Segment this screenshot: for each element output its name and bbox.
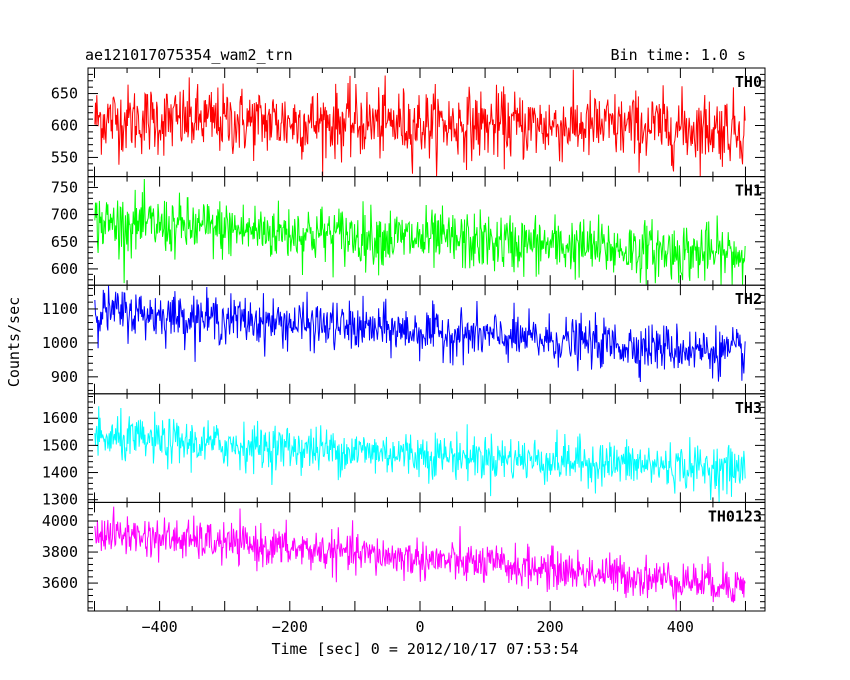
y-axis-label: Counts/sec <box>5 297 23 387</box>
panel-name-label: TH0 <box>735 73 762 91</box>
y-tick-label: 3600 <box>42 574 78 592</box>
series-th2 <box>94 285 746 382</box>
y-tick-label: 600 <box>51 260 78 278</box>
y-tick-label: 650 <box>51 85 78 103</box>
x-tick-label: −400 <box>142 618 178 636</box>
panel-th2: 900 1000 1100 TH2 <box>42 284 766 395</box>
panel-th1: 600 650 700 750 TH1 <box>51 176 766 286</box>
y-tick-label: 1100 <box>42 300 78 318</box>
y-tick-label: 3800 <box>42 543 78 561</box>
panel-name-label: TH2 <box>735 290 762 308</box>
panel-frame <box>87 501 766 612</box>
x-tick-label: 200 <box>537 618 564 636</box>
panel-th0: 550 600 650 TH0 <box>51 67 766 178</box>
series-th1 <box>94 178 746 285</box>
y-tick-label: 750 <box>51 178 78 196</box>
panels-group: 550 600 650 TH0 600 650 700 750 TH1 900 1000 1100 TH… <box>42 67 766 612</box>
bin-time-label: Bin time: 1.0 s <box>611 46 746 64</box>
x-axis: −400 −200 0 200 400 <box>142 618 694 636</box>
panel-name-label: TH0123 <box>708 507 762 525</box>
y-tick-label: 650 <box>51 233 78 251</box>
series-th0 <box>94 69 746 177</box>
y-tick-label: 600 <box>51 116 78 134</box>
x-tick-label: −200 <box>272 618 308 636</box>
x-tick-label: 0 <box>415 618 424 636</box>
y-tick-label: 1500 <box>42 436 78 454</box>
panel-th0123: 3600 3800 4000 TH0123 <box>42 501 766 612</box>
y-tick-label: 550 <box>51 148 78 166</box>
series-th0123 <box>94 506 746 611</box>
x-tick-label: 400 <box>667 618 694 636</box>
series-th3 <box>94 406 746 502</box>
y-tick-label: 1000 <box>42 334 78 352</box>
y-tick-label: 700 <box>51 206 78 224</box>
y-tick-label: 1600 <box>42 409 78 427</box>
x-axis-label: Time [sec] 0 = 2012/10/17 07:53:54 <box>271 640 578 658</box>
y-tick-label: 4000 <box>42 512 78 530</box>
observation-title: ae121017075354_wam2_trn <box>85 46 293 64</box>
panel-name-label: TH1 <box>735 182 762 200</box>
y-tick-label: 1400 <box>42 464 78 482</box>
y-tick-label: 1300 <box>42 491 78 509</box>
y-tick-label: 900 <box>51 368 78 386</box>
panel-name-label: TH3 <box>735 399 762 417</box>
panel-th3: 1300 1400 1500 1600 TH3 <box>42 393 766 509</box>
